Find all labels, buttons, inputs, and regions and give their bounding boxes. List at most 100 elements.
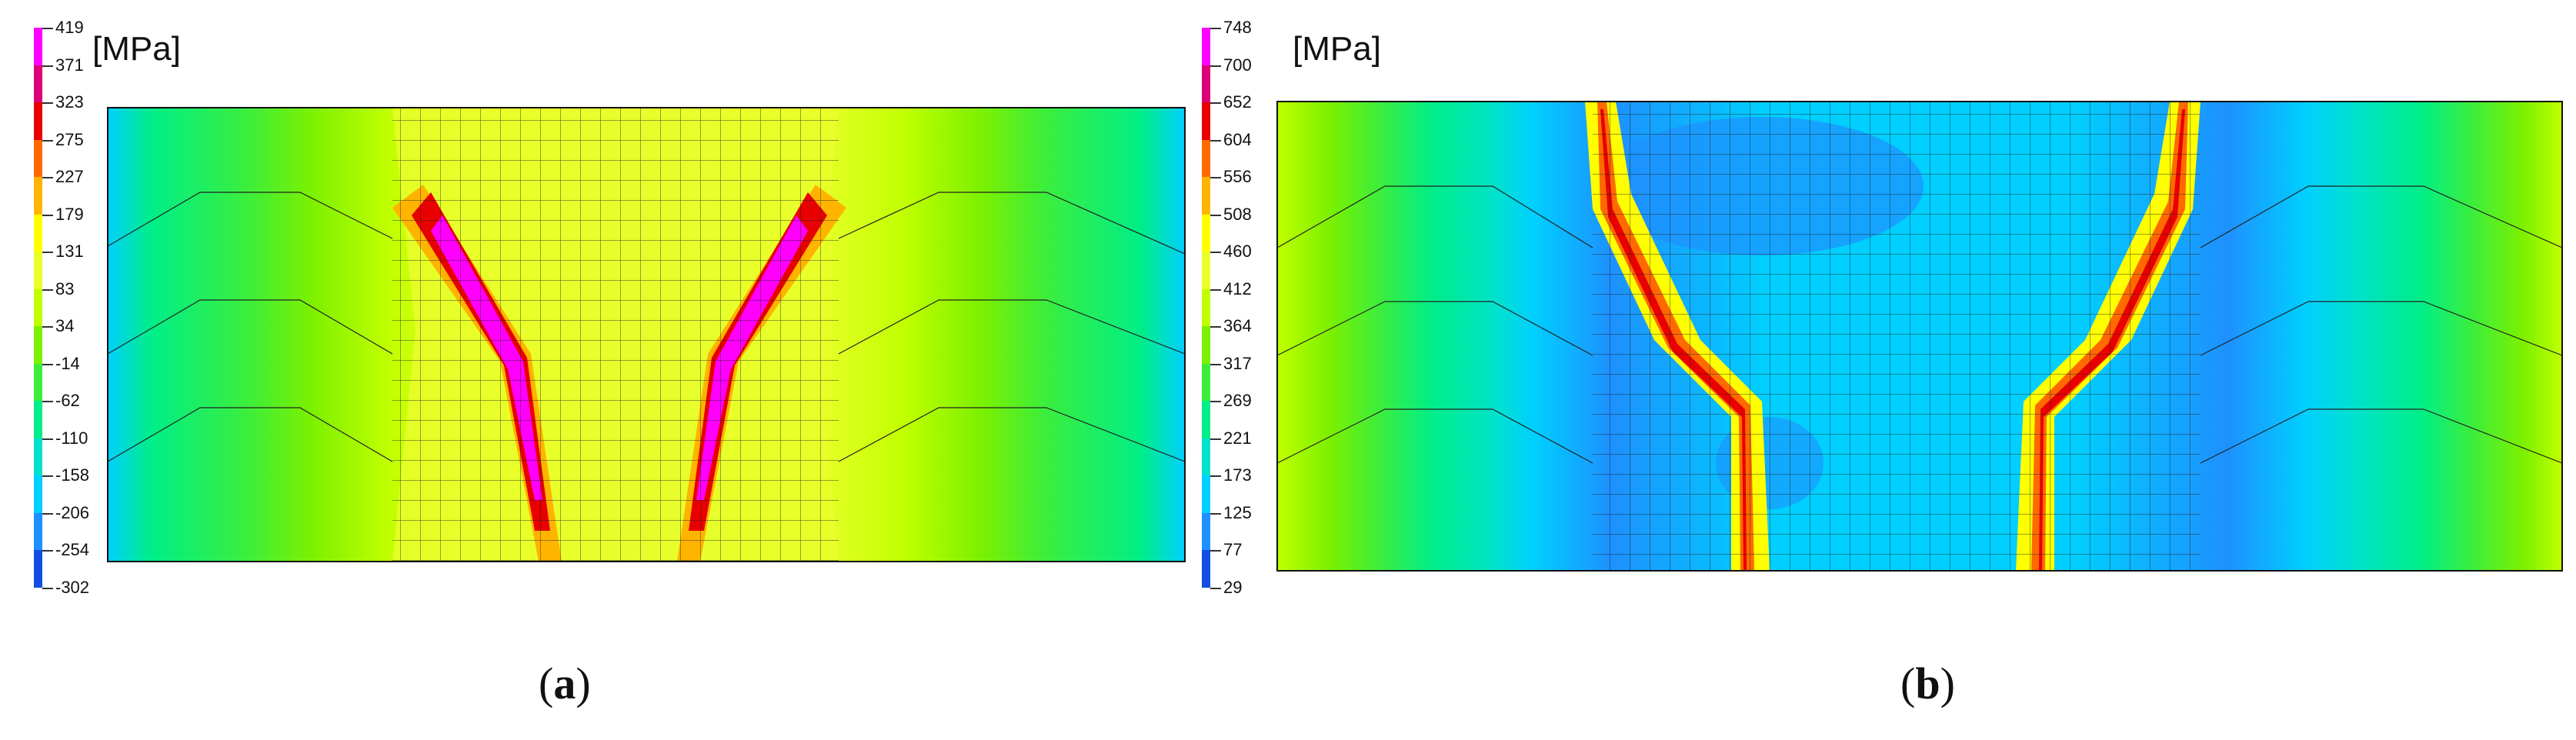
legend-value-label: 275 xyxy=(55,129,84,149)
legend-tick xyxy=(1210,438,1221,440)
legend-swatch xyxy=(34,475,42,513)
legend-tick xyxy=(1210,363,1221,365)
legend-tick xyxy=(1210,102,1221,104)
panel-a: 419 371 323 275 227 179 131 83 34 -14 -62 -110 -158 -… xyxy=(0,0,1200,740)
plot-border-b xyxy=(1276,101,2563,572)
legend-tick xyxy=(1210,288,1221,291)
legend-value-label: 269 xyxy=(1223,391,1252,410)
unit-label-b: [MPa] xyxy=(1293,30,1381,68)
legend-swatch xyxy=(34,214,42,252)
legend-swatch xyxy=(34,401,42,438)
legend-swatch xyxy=(34,177,42,215)
legend-swatch xyxy=(1202,214,1210,252)
legend-value-label: -206 xyxy=(55,502,90,522)
coarse-mesh-a xyxy=(107,192,1186,462)
legend-tick xyxy=(1210,475,1221,477)
legend-value-label: 221 xyxy=(1223,428,1252,448)
legend-tick xyxy=(1210,587,1221,589)
legend-swatch xyxy=(1202,363,1210,401)
legend-tick xyxy=(42,512,53,515)
legend-tick xyxy=(1210,550,1221,552)
legend-tick xyxy=(42,475,53,477)
legend-value-label: 700 xyxy=(1223,55,1252,75)
coarse-mesh-b xyxy=(1276,185,2563,464)
legend-value-label: 371 xyxy=(55,55,84,75)
legend-swatch xyxy=(1202,438,1210,475)
legend-tick xyxy=(42,214,53,216)
legend-tick xyxy=(42,65,53,67)
legend-swatch xyxy=(1202,65,1210,102)
legend-swatch xyxy=(34,438,42,475)
legend-swatch xyxy=(1202,326,1210,364)
legend-tick xyxy=(42,401,53,402)
legend-tick xyxy=(1210,28,1221,29)
legend-swatch xyxy=(34,65,42,102)
legend-value-label: 317 xyxy=(1223,353,1252,373)
legend-tick xyxy=(1210,326,1221,328)
legend-swatch xyxy=(34,363,42,401)
legend-swatch xyxy=(34,550,42,588)
legend-swatch xyxy=(1202,177,1210,215)
legend-tick xyxy=(1210,214,1221,216)
legend-value-label: 77 xyxy=(1223,540,1243,559)
legend-swatch xyxy=(34,326,42,364)
legend-tick xyxy=(42,288,53,291)
legend-swatch xyxy=(34,28,42,65)
legend-value-label: 364 xyxy=(1223,316,1252,335)
legend-swatch xyxy=(34,102,42,140)
legend-value-label: -14 xyxy=(55,353,80,373)
legend-tick xyxy=(42,438,53,440)
legend-value-label: 460 xyxy=(1223,242,1252,261)
legend-value-label: 419 xyxy=(55,18,84,37)
legend-tick xyxy=(42,139,53,142)
legend-value-label: 34 xyxy=(55,316,75,335)
legend-swatch xyxy=(34,288,42,326)
legend-tick xyxy=(1210,177,1221,178)
caption-a: (a) xyxy=(539,658,591,708)
legend-swatch xyxy=(1202,102,1210,140)
legend-swatch xyxy=(1202,139,1210,177)
plot-border-a xyxy=(107,107,1186,562)
legend-tick xyxy=(42,550,53,552)
legend-value-label: 173 xyxy=(1223,465,1252,485)
legend-swatch xyxy=(1202,550,1210,588)
caption-b: (b) xyxy=(1900,658,1955,708)
legend-tick xyxy=(1210,512,1221,515)
legend-value-label: 125 xyxy=(1223,502,1252,522)
legend-value-label: -302 xyxy=(55,577,90,597)
legend-tick xyxy=(42,28,53,29)
legend-value-label: -62 xyxy=(55,391,80,410)
legend-swatch xyxy=(1202,28,1210,65)
legend-tick xyxy=(42,363,53,365)
stress-contour-plot-b xyxy=(1276,101,2563,572)
legend-value-label: 323 xyxy=(55,92,84,112)
panel-b: 748 700 652 604 556 508 460 412 364 317 269 221 173 1… xyxy=(1185,0,2570,740)
legend-swatch xyxy=(1202,512,1210,550)
legend-value-label: -110 xyxy=(55,428,88,448)
legend-swatch xyxy=(1202,475,1210,513)
legend-tick xyxy=(1210,139,1221,142)
legend-value-label: 412 xyxy=(1223,278,1252,298)
legend-tick xyxy=(1210,401,1221,402)
legend-value-label: 83 xyxy=(55,278,75,298)
legend-value-label: 179 xyxy=(55,204,84,224)
legend-value-label: -254 xyxy=(55,540,90,559)
legend-tick xyxy=(1210,252,1221,253)
legend-swatch xyxy=(34,512,42,550)
legend-value-label: 131 xyxy=(55,242,84,261)
legend-swatch xyxy=(34,252,42,289)
legend-value-label: 29 xyxy=(1223,577,1243,597)
legend-swatch xyxy=(1202,288,1210,326)
legend-value-label: 604 xyxy=(1223,129,1252,149)
fine-mesh-a xyxy=(392,108,839,562)
legend-tick xyxy=(42,587,53,589)
fine-mesh-b xyxy=(1593,102,2201,571)
legend-tick xyxy=(42,177,53,178)
legend-value-label: 227 xyxy=(55,167,84,186)
legend-tick xyxy=(42,102,53,104)
legend-tick xyxy=(42,252,53,253)
unit-label-a: [MPa] xyxy=(92,30,181,68)
legend-tick xyxy=(42,326,53,328)
stress-contour-plot-a xyxy=(107,107,1186,562)
legend-value-label: 652 xyxy=(1223,92,1252,112)
